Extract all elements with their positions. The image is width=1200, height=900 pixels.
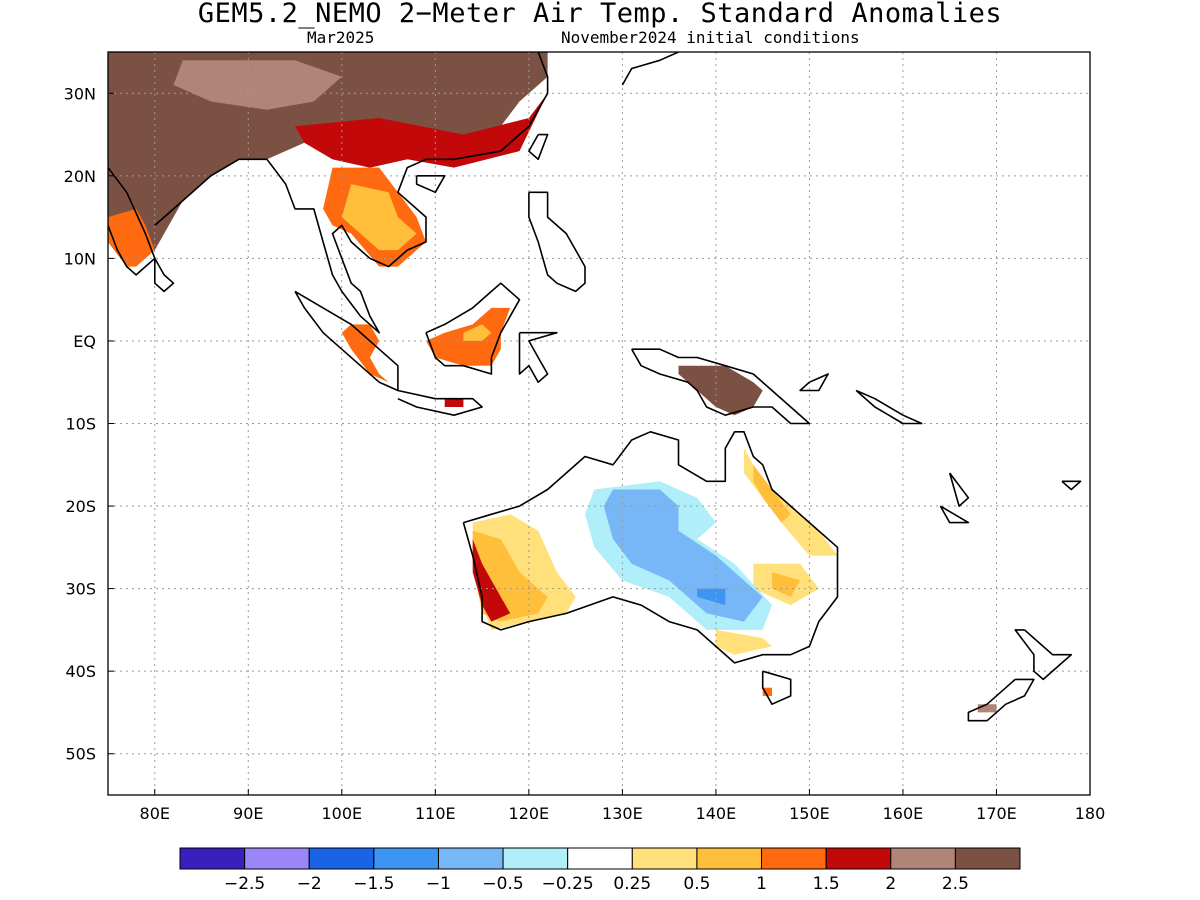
y-tick-label: 30N: [64, 84, 96, 103]
coastline-segment: [518, 331, 558, 384]
anomaly-region-south-asia-china: [108, 52, 548, 267]
anomaly-region-malaya: [341, 324, 389, 383]
anomaly-region-indochina-inner: [341, 184, 417, 251]
colorbar-swatch: [437, 847, 504, 870]
colorbar-label: −2.5: [224, 874, 265, 894]
coastline-segment: [425, 282, 521, 375]
coastline-segment: [108, 167, 156, 276]
y-tick-label: 20N: [64, 167, 96, 186]
anomaly-region-borneo-inner: [463, 324, 492, 341]
x-tick-label: 110E: [415, 804, 456, 823]
coastline-segment: [1061, 480, 1082, 491]
anomaly-region-central-cool: [603, 489, 763, 622]
colorbar-swatch: [825, 847, 892, 870]
colorbar-label: 0.5: [683, 874, 710, 894]
colorbar-label: −2: [297, 874, 322, 894]
colorbar-swatch: [244, 847, 310, 870]
initial-conditions: November2024 initial conditions: [561, 28, 860, 47]
coastline-segment: [939, 505, 970, 524]
x-tick-label: 150E: [789, 804, 830, 823]
colorbar-swatch: [696, 847, 763, 870]
colorbar-label: −0.5: [482, 874, 523, 894]
colorbar-swatch: [954, 847, 1021, 870]
colorbar-swatch: [890, 847, 956, 870]
y-tick-label: EQ: [73, 332, 96, 351]
coastline-segment: [397, 389, 483, 417]
colorbar-swatch: [631, 847, 698, 870]
coastline-segment: [528, 133, 549, 161]
coastline-segment: [621, 52, 679, 86]
x-tick-label: 100E: [321, 804, 362, 823]
anomaly-fields: [108, 52, 997, 713]
x-tick-label: 170E: [976, 804, 1017, 823]
graticule: [108, 52, 1090, 795]
x-tick-label: 120E: [509, 804, 550, 823]
coastline-segment: [967, 678, 1035, 722]
colorbar-label: 1: [756, 874, 767, 894]
colorbar-label: −1.5: [353, 874, 394, 894]
y-tick-label: 10S: [65, 415, 96, 434]
anomaly-region-central-cold: [697, 588, 726, 606]
anomaly-region-new-guinea: [678, 365, 763, 416]
colorbar-label: 0.25: [613, 874, 651, 894]
colorbar-swatch: [308, 847, 375, 870]
colorbar-label: 2.5: [942, 874, 969, 894]
anomaly-region-new-zealand-spot: [977, 704, 997, 713]
coastline-segment: [761, 670, 792, 706]
anomaly-region-east-warmer: [772, 572, 801, 597]
anomaly-region-tasmania-spot: [762, 687, 772, 696]
coastline-segment: [948, 472, 970, 507]
coastline-segment: [1014, 629, 1073, 681]
map-title: GEM5.2_NEMO 2−Meter Air Temp. Standard A…: [197, 0, 1003, 29]
coastline-segment: [855, 389, 923, 425]
colorbar-swatch: [502, 847, 569, 870]
y-tick-label: 20S: [65, 497, 96, 516]
anomaly-region-java-spot: [444, 398, 464, 407]
axis-ticks: 80E 90E 100E 110E 120E 130E 140E 150E 160E 170E 18…: [64, 84, 1106, 823]
anomaly-region-south-east-warm: [715, 629, 772, 655]
anomaly-region-tibet-patches: [173, 60, 342, 110]
coastline-segment: [294, 290, 399, 392]
coastline-segment: [154, 258, 175, 293]
x-tick-label: 80E: [140, 804, 170, 823]
colorbar-swatch: [179, 847, 246, 870]
valid-month: Mar2025: [307, 28, 375, 47]
colorbar-swatch: [567, 847, 633, 870]
coastline-segment: [154, 52, 549, 334]
coastline-segment: [462, 430, 839, 664]
anomaly-region-qld-coast: [744, 448, 838, 556]
anomaly-region-south-china-warm: [295, 93, 548, 168]
x-tick-label: 130E: [602, 804, 643, 823]
coastline-segment: [799, 373, 829, 392]
colorbar-label: 2: [885, 874, 896, 894]
colorbar-label: −1: [426, 874, 451, 894]
coastline-segment: [631, 348, 811, 425]
x-tick-label: 90E: [233, 804, 263, 823]
x-tick-label: 180: [1075, 804, 1106, 823]
coastline-segment: [528, 191, 586, 293]
colorbar-swatch: [761, 847, 827, 870]
colorbar-label: 1.5: [813, 874, 840, 894]
y-tick-label: 50S: [65, 745, 96, 764]
x-tick-label: 140E: [696, 804, 737, 823]
colorbar-swatch: [373, 847, 439, 870]
coastline-segment: [415, 175, 446, 194]
anomaly-region-india-warm: [108, 208, 155, 267]
coastlines: [108, 52, 1082, 722]
colorbar-label: −0.25: [542, 874, 594, 894]
anomaly-region-qld-warm: [753, 464, 791, 523]
x-tick-label: 160E: [883, 804, 924, 823]
y-tick-label: 40S: [65, 662, 96, 681]
y-tick-label: 30S: [65, 580, 96, 599]
colorbar: −2.5 −2 −1.5 −1 −0.5 −0.25 0.25 0.5 1 1.5 2 2.5: [179, 847, 1021, 894]
y-tick-label: 10N: [64, 249, 96, 268]
